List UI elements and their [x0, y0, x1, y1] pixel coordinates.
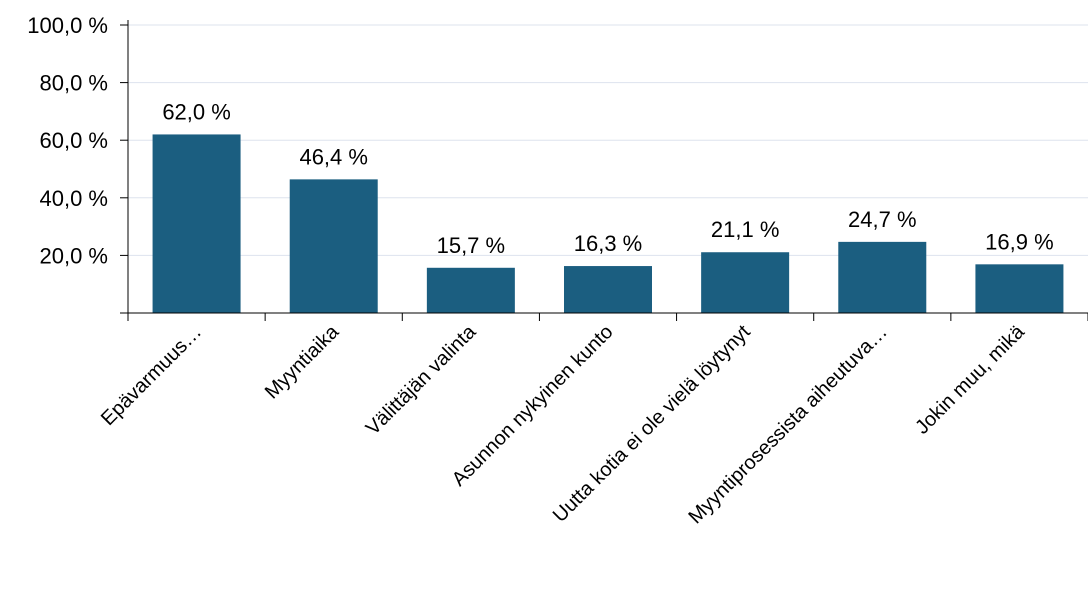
data-label: 46,4 % — [299, 144, 368, 169]
category-label: Jokin muu, mikä — [911, 320, 1029, 438]
category-label: Epävarmuus… — [97, 321, 206, 430]
data-label: 21,1 % — [711, 217, 780, 242]
bar — [152, 134, 241, 313]
bar — [564, 266, 652, 313]
category-label: Myyntiaika — [261, 320, 344, 403]
y-tick-label: 20,0 % — [40, 243, 109, 268]
bar — [289, 179, 378, 313]
bar — [701, 252, 790, 313]
data-label: 15,7 % — [437, 233, 506, 258]
bar — [975, 264, 1064, 313]
axes — [120, 20, 1088, 321]
y-tick-label: 80,0 % — [40, 71, 109, 96]
category-label: Asunnon nykyinen kunto — [448, 321, 618, 491]
category-label: Välittäjän valinta — [362, 320, 481, 439]
data-label: 62,0 % — [162, 99, 231, 124]
bar — [426, 267, 515, 313]
data-label: 24,7 % — [848, 207, 917, 232]
y-tick-label: 100,0 % — [27, 13, 108, 38]
data-label: 16,9 % — [985, 229, 1054, 254]
data-label: 16,3 % — [574, 231, 643, 256]
y-tick-label: 40,0 % — [40, 186, 109, 211]
bars — [152, 134, 1064, 313]
gridlines — [128, 24, 1088, 256]
bar — [838, 241, 927, 313]
y-tick-label: 60,0 % — [40, 128, 109, 153]
